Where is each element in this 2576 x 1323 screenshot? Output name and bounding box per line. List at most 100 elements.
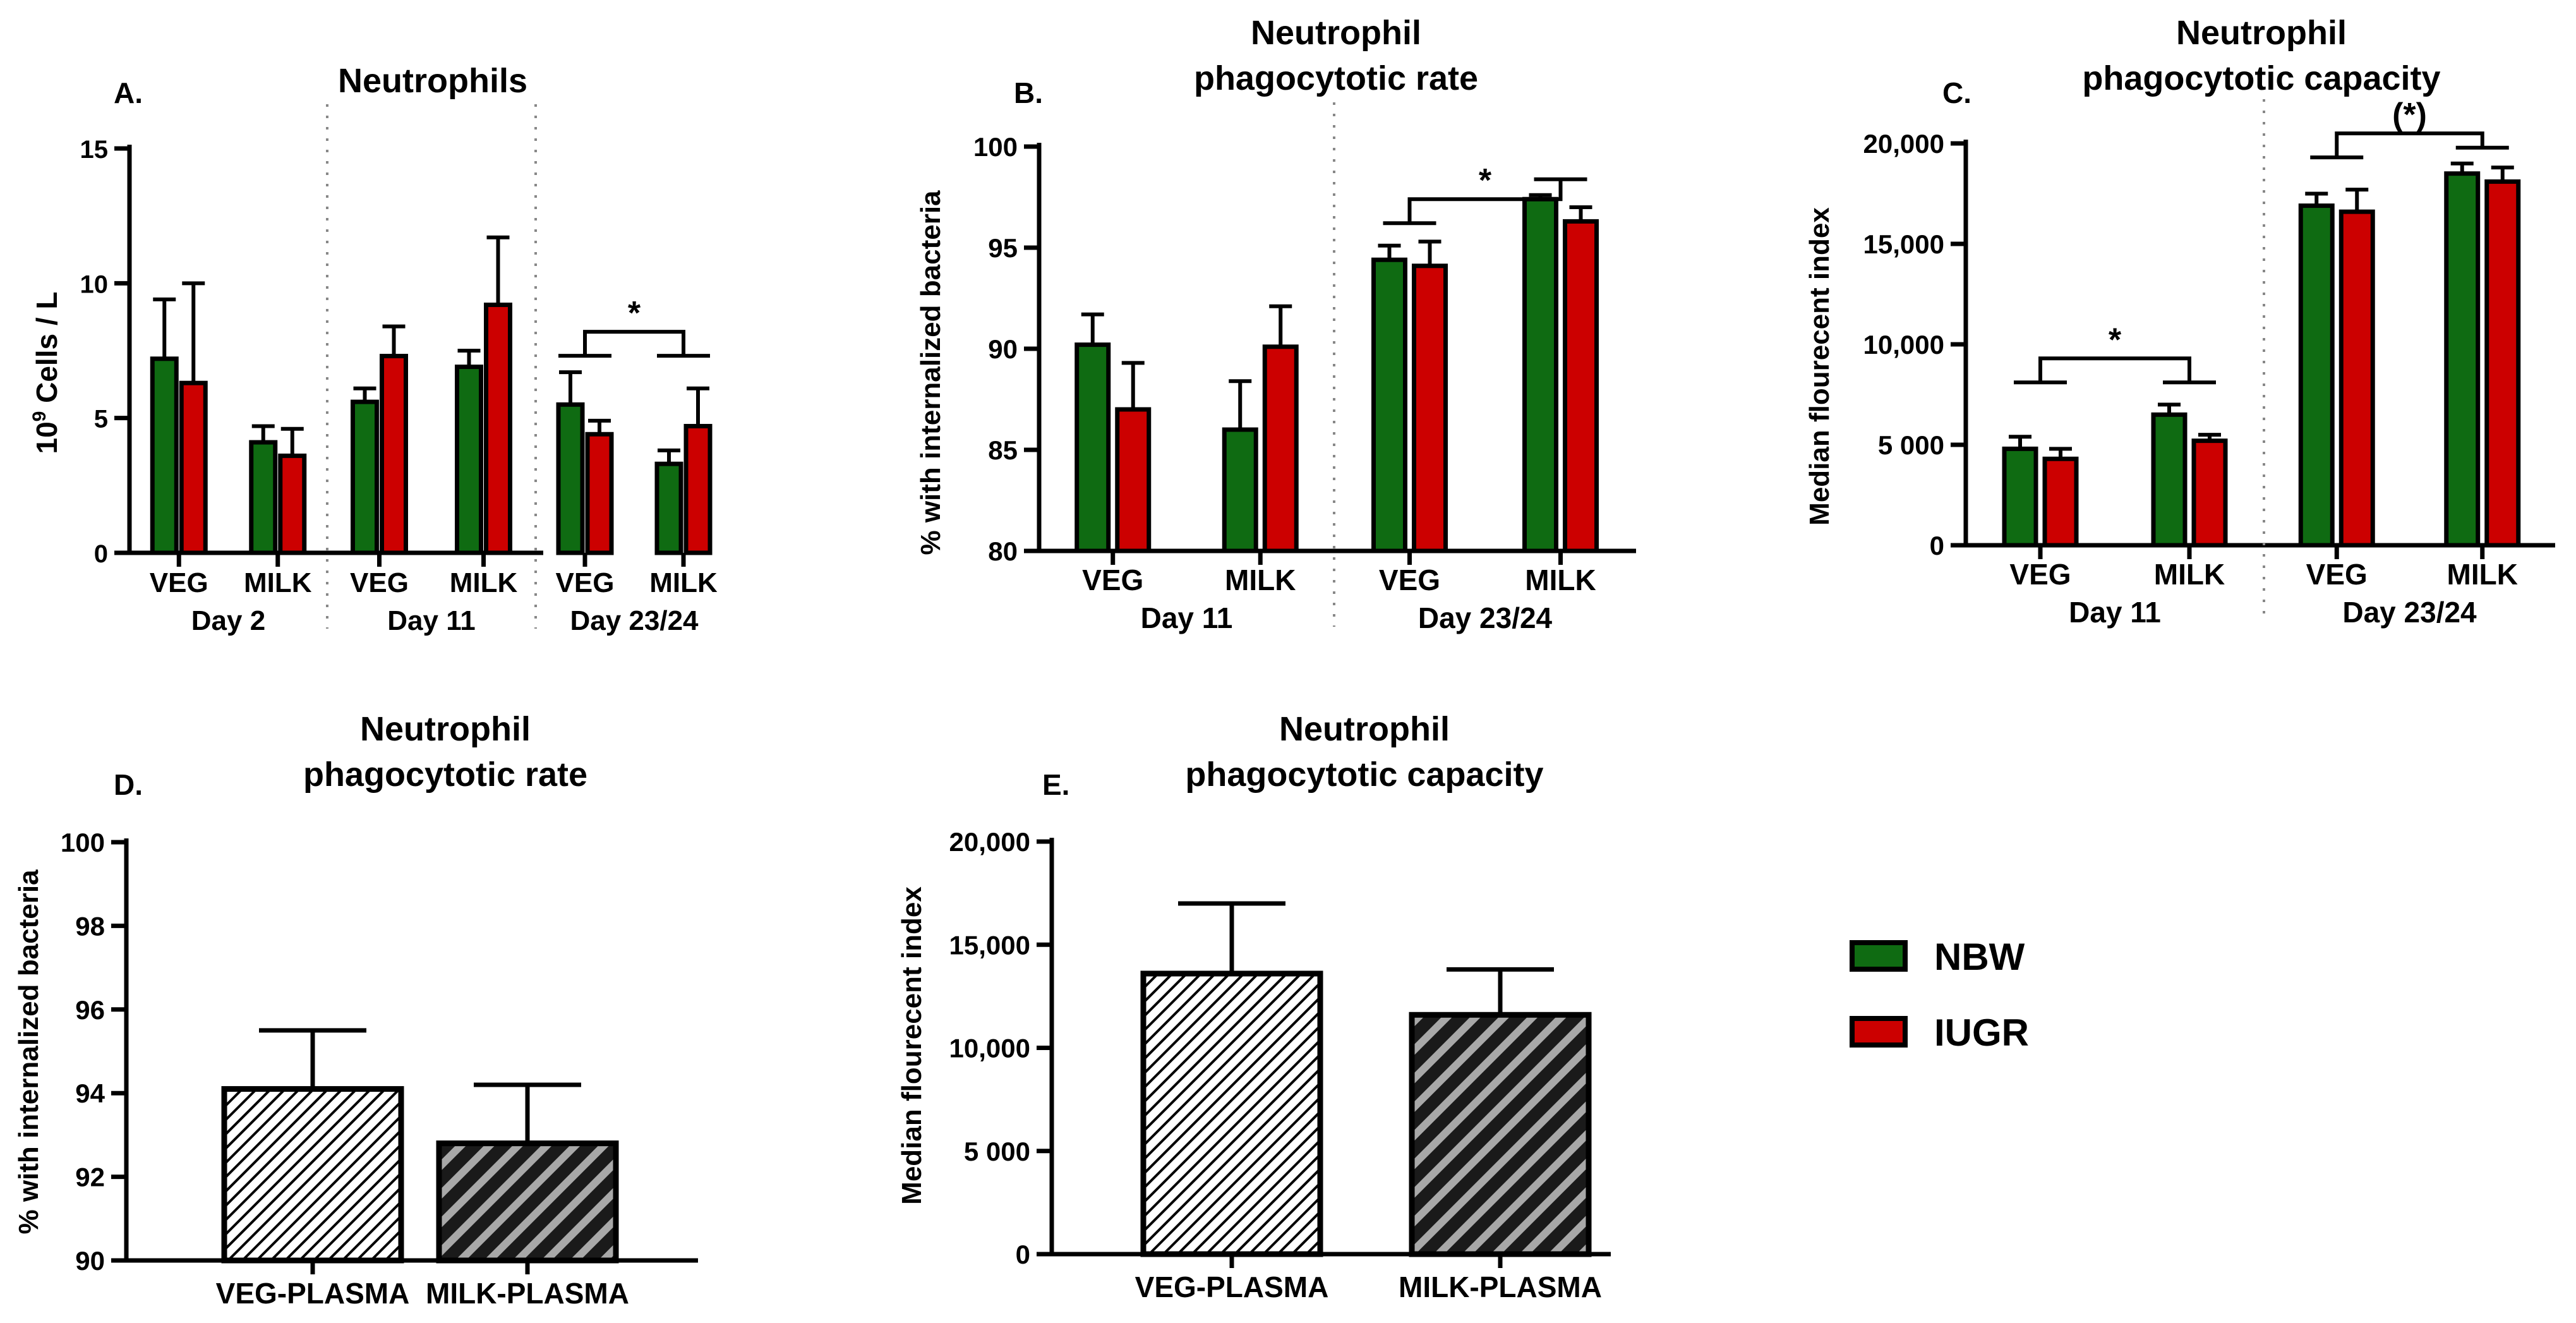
panel-A-y-tick-label: 5: [94, 406, 108, 433]
panel-C-y-tick-label: 10,000: [1863, 330, 1944, 359]
panel-B-group-label: Day 23/24: [1418, 601, 1553, 634]
panel-E-category-label: MILK-PLASMA: [1399, 1271, 1602, 1303]
legend-label-iugr: IUGR: [1934, 1012, 2029, 1054]
legend: NBW IUGR: [1850, 936, 2029, 1054]
panel-A-category-label: VEG: [350, 567, 409, 598]
panel-C-category-label: VEG: [2306, 558, 2368, 591]
panel-c-title-line-2: phagocytotic capacity: [2082, 59, 2440, 97]
panel-B-error-bar: [1569, 205, 1592, 222]
panel-A-y-tick-label: 15: [80, 136, 109, 164]
panel-e-label: E.: [1042, 768, 1069, 801]
panel-E-bar-veg-plasma: [1140, 970, 1323, 1257]
panel-B-y-tick-label: 85: [988, 435, 1018, 465]
panel-C-significance-label: (*): [2392, 97, 2427, 133]
panel-D-y-tick-label: 98: [75, 911, 105, 941]
panel-A-error-bar: [280, 426, 304, 456]
panel-a-plot-area: 0 5 10 15 VEG MILK Day 2 VEG MILK Day 11 VEG MILK Da…: [80, 104, 718, 636]
panel-C-error-bar: [2158, 402, 2181, 415]
panel-C-y-tick-label: 15,000: [1863, 229, 1944, 259]
panel-A-bar-veg-nbw: [150, 356, 179, 555]
panel-A-bar-milk-nbw: [249, 440, 278, 555]
legend-label-nbw: NBW: [1934, 936, 2025, 978]
panel-C-bar-veg-iugr: [2338, 209, 2375, 548]
panel-B-error-bar: [1378, 243, 1401, 260]
panel-A-bar-veg-nbw: [556, 402, 585, 555]
panel-A-error-bar: [182, 281, 205, 384]
panel-B-bar-milk-nbw: [1522, 196, 1558, 553]
panel-B-group-label: Day 11: [1141, 601, 1233, 634]
panel-C-error-bar: [2198, 433, 2221, 441]
panel-C-bar-veg-nbw: [2002, 446, 2038, 548]
panel-A-bar-milk-nbw: [455, 365, 483, 555]
panel-B-bar-veg-iugr: [1115, 407, 1152, 553]
panel-B-significance-bracket: [1383, 177, 1587, 226]
panel-E-y-tick-label: 20,000: [949, 827, 1030, 857]
panel-b-title-line-1: Neutrophil: [1251, 14, 1421, 52]
panel-C-category-label: MILK: [2447, 558, 2518, 591]
panel-A-bar-veg-iugr: [179, 380, 208, 555]
panel-c-y-axis-label: Median flourecent index: [1804, 207, 1835, 526]
panel-A-error-bar: [687, 386, 709, 426]
panel-B-y-tick-label: 95: [988, 233, 1018, 263]
panel-C-bar-milk-iugr: [2484, 179, 2521, 548]
panel-c-label: C.: [1942, 76, 1971, 109]
panel-B-bar-veg-nbw: [1074, 342, 1111, 553]
panel-a-neutrophils: A. Neutrophils 109 Cells / L 0 5 10 15 VEG MI…: [29, 62, 718, 636]
panel-d-title-line-1: Neutrophil: [360, 710, 531, 748]
panel-E-y-tick-label: 5 000: [964, 1137, 1030, 1166]
panel-a-y-axis-label: 109 Cells / L: [29, 291, 63, 454]
panel-E-category-label: VEG-PLASMA: [1135, 1271, 1329, 1303]
panel-E-y-tick-label: 15,000: [949, 930, 1030, 960]
panel-D-category-label: MILK-PLASMA: [426, 1277, 629, 1310]
legend-swatch-nbw: [1850, 940, 1908, 972]
panel-D-bar-milk-plasma: [436, 1140, 619, 1264]
panel-E-y-tick-label: 0: [1016, 1240, 1030, 1269]
panel-D-y-tick-label: 90: [75, 1246, 105, 1276]
panel-A-category-label: VEG: [150, 567, 208, 598]
panel-C-error-bar: [2491, 166, 2514, 182]
panel-a-title: Neutrophils: [338, 62, 527, 100]
panel-d-plot-area: 90 92 94 96 98 100 VEG-PLASMA MILK-PLASMA: [61, 828, 698, 1310]
panel-C-significance-bracket: [2014, 356, 2216, 385]
panel-B-error-bar: [1121, 361, 1145, 409]
panel-d-plasma-phagocytotic-rate: D. Neutrophil phagocytotic rate % with i…: [13, 710, 698, 1310]
panel-C-bar-veg-nbw: [2298, 203, 2335, 548]
panel-E-y-tick-label: 10,000: [949, 1034, 1030, 1063]
panel-c-title-line-1: Neutrophil: [2176, 14, 2347, 52]
panel-B-error-bar: [1269, 304, 1292, 347]
panel-A-bar-milk-iugr: [683, 423, 713, 555]
panel-C-category-label: VEG: [2009, 558, 2071, 591]
panel-A-error-bar: [486, 235, 510, 305]
panel-D-y-tick-label: 96: [75, 995, 105, 1025]
panel-b-title-line-2: phagocytotic rate: [1194, 59, 1478, 97]
panel-A-error-bar: [353, 386, 376, 402]
panel-A-error-bar: [153, 297, 176, 359]
panel-D-error-bar: [259, 1028, 366, 1089]
panel-D-y-tick-label: 94: [75, 1078, 105, 1108]
panel-C-y-tick-label: 20,000: [1863, 129, 1944, 159]
panel-C-bar-milk-iugr: [2191, 438, 2228, 548]
panel-A-y-tick-label: 10: [80, 270, 109, 298]
panel-b-phagocytotic-rate: B. Neutrophil phagocytotic rate % with i…: [915, 14, 1636, 634]
panel-A-bar-milk-iugr: [278, 453, 307, 555]
panel-A-error-bar: [382, 324, 406, 356]
panel-B-y-tick-label: 80: [988, 536, 1018, 566]
panel-E-error-bar: [1178, 901, 1285, 974]
panel-C-y-tick-label: 5 000: [1878, 430, 1944, 460]
panel-A-group-label: Day 2: [191, 605, 265, 636]
panel-B-bar-milk-nbw: [1222, 427, 1258, 553]
panel-A-bar-milk-nbw: [654, 461, 683, 555]
panel-B-bar-veg-nbw: [1371, 257, 1407, 553]
panel-b-label: B.: [1014, 76, 1043, 109]
panel-A-significance-bracket: [558, 330, 710, 358]
panel-A-category-label: MILK: [244, 567, 312, 598]
panel-B-category-label: MILK: [1525, 564, 1596, 596]
panel-B-category-label: MILK: [1225, 564, 1296, 596]
panel-B-y-tick-label: 100: [973, 132, 1018, 162]
panel-D-y-tick-label: 92: [75, 1163, 105, 1192]
panel-D-bar-veg-plasma: [221, 1086, 404, 1264]
panel-b-plot-area: 80 85 90 95 100 VEG MILK Day 11 VEG MILK Day 23/24…: [973, 102, 1636, 634]
panel-A-category-label: VEG: [556, 567, 615, 598]
panel-A-bar-veg-iugr: [585, 432, 614, 555]
